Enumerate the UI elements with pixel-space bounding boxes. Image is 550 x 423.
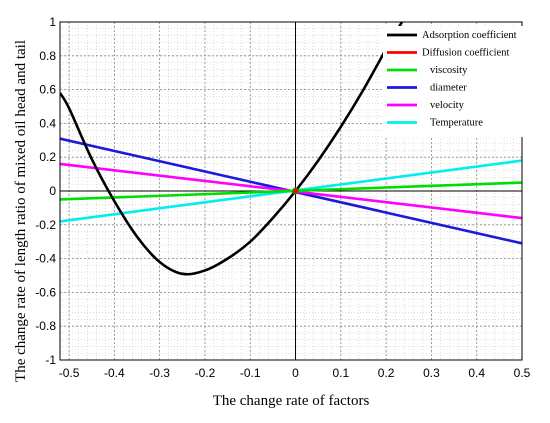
- x-tick-label: -0.2: [195, 366, 216, 380]
- plot-frame: [59, 21, 523, 361]
- y-tick-label: -1: [45, 353, 56, 367]
- series-line-adsorption-coefficient: [60, 22, 404, 276]
- x-tick-label: 0.1: [332, 366, 349, 380]
- y-tick-label: -0.2: [35, 218, 56, 232]
- legend-box: [383, 26, 523, 137]
- x-tick-label: 0: [292, 366, 299, 380]
- y-tick-label: 0.2: [39, 150, 56, 164]
- legend-entry-label: viscosity: [430, 65, 468, 76]
- series-line-viscosity: [60, 181, 522, 201]
- x-tick-label: -0.3: [149, 366, 170, 380]
- y-tick-label: -0.4: [35, 252, 56, 266]
- x-tick-label: -0.4: [104, 366, 125, 380]
- y-tick-label: -0.8: [35, 319, 56, 333]
- y-tick-label: -0.6: [35, 285, 56, 299]
- x-tick-labels: -0.5 -0.4 -0.3 -0.2 -0.1 0 0.1 0.2 0.3 0.4 0.5: [59, 366, 531, 380]
- x-tick-label: 0.4: [468, 366, 485, 380]
- legend-entry-label: Diffusion coefficient: [422, 48, 509, 59]
- legend-entry-label: diameter: [430, 83, 467, 94]
- y-tick-label: 0.8: [39, 49, 56, 63]
- x-tick-label: 0.5: [514, 366, 531, 380]
- legend-entry-label: Temperature: [430, 118, 483, 129]
- x-tick-label: -0.5: [59, 366, 80, 380]
- legend-entry-label: Adsorption coefficient: [422, 30, 517, 41]
- y-axis-label: The change rate of length ratio of mixed…: [13, 40, 29, 382]
- y-tick-labels: -1 -0.8 -0.6 -0.4 -0.2 0 0.2 0.4 0.6 0.8 1: [35, 15, 56, 367]
- series-point-diffusion-coefficient: [293, 188, 299, 194]
- x-tick-label: 0.2: [378, 366, 395, 380]
- series-layer: [60, 22, 522, 276]
- legend: Adsorption coefficient Diffusion coeffici…: [383, 26, 523, 137]
- x-tick-label: -0.1: [240, 366, 261, 380]
- x-axis-label: The change rate of factors: [213, 393, 370, 409]
- origin-marker: [292, 187, 300, 195]
- legend-entry-label: velocity: [430, 100, 465, 111]
- y-tick-label: 1: [49, 15, 56, 29]
- y-tick-label: 0.4: [39, 116, 56, 130]
- x-tick-label: 0.3: [423, 366, 440, 380]
- y-tick-label: 0: [49, 184, 56, 198]
- y-tick-label: 0.6: [39, 83, 56, 97]
